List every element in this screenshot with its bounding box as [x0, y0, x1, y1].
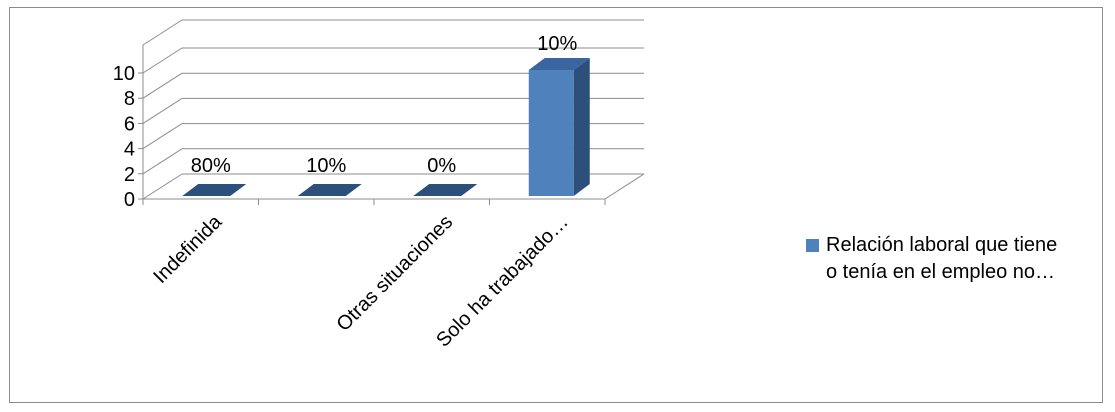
- side-wall-gridline: [142, 148, 183, 175]
- category-label: Indefinida: [149, 210, 227, 288]
- side-wall-top-line: [142, 19, 183, 46]
- y-tick-label: 0: [124, 189, 135, 211]
- floor-right-edge: [604, 173, 645, 200]
- data-label: 10%: [537, 33, 577, 55]
- legend-label: Relación laboral que tiene o tenía en el…: [826, 234, 1058, 283]
- side-wall-gridline: [142, 123, 183, 150]
- side-wall-gridline: [142, 173, 183, 200]
- y-tick-label: 2: [124, 164, 135, 186]
- bar-flat: [182, 184, 247, 196]
- y-tick-label: 4: [124, 139, 135, 161]
- category-label: Solo ha trabajado…: [432, 211, 573, 352]
- y-tick-label: 6: [124, 113, 135, 135]
- y-tick-label: 8: [124, 88, 135, 110]
- side-wall-gridline: [142, 97, 183, 124]
- bar-front: [528, 70, 574, 196]
- bar-top: [528, 58, 590, 70]
- y-tick-label: 10: [113, 63, 135, 85]
- category-label: Otras situaciones: [332, 211, 457, 336]
- bar-flat: [413, 184, 478, 196]
- data-label: 10%: [306, 155, 346, 177]
- legend-swatch: [806, 239, 819, 252]
- side-wall-gridline: [142, 47, 183, 74]
- bar-flat: [297, 184, 362, 196]
- bar-side: [573, 58, 590, 196]
- side-wall-gridline: [142, 72, 183, 99]
- data-label: 0%: [427, 155, 456, 177]
- data-label: 80%: [191, 155, 231, 177]
